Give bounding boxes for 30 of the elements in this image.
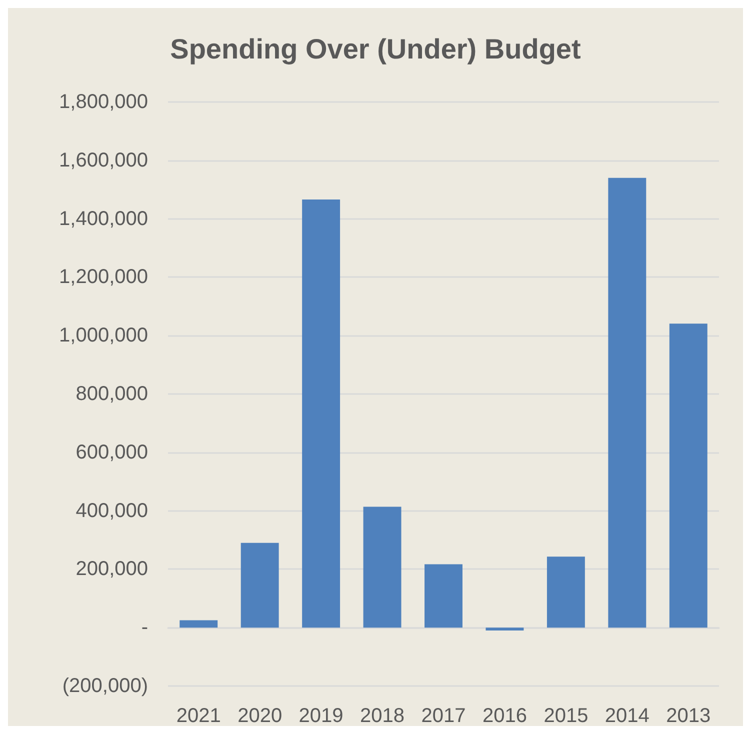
x-tick-label: 2014 <box>604 705 650 727</box>
y-tick-label: 200,000 <box>76 558 148 580</box>
y-tick-label: 800,000 <box>76 383 148 405</box>
y-tick-label: 1,600,000 <box>59 149 148 172</box>
bar <box>180 620 218 628</box>
x-tick-label: 2020 <box>238 705 282 727</box>
bar <box>424 564 462 628</box>
bar <box>363 506 402 628</box>
y-tick-label: 1,200,000 <box>59 266 148 288</box>
bar <box>302 200 340 628</box>
x-tick-label: 2015 <box>544 705 588 727</box>
bar <box>546 556 585 628</box>
y-tick-label: - <box>141 616 148 639</box>
x-tick-label: 2013 <box>666 705 711 727</box>
bar <box>608 178 646 628</box>
bar <box>669 324 708 628</box>
chart-title: Spending Over (Under) Budget <box>170 34 581 64</box>
y-tick-label: (200,000) <box>62 675 148 697</box>
y-tick-label: 1,400,000 <box>59 208 148 230</box>
y-tick-label: 1,800,000 <box>59 91 148 113</box>
y-tick-label: 400,000 <box>76 500 148 522</box>
x-tick-label: 2017 <box>421 705 466 727</box>
x-tick-label: 2021 <box>176 705 221 727</box>
x-tick-label: 2016 <box>482 705 527 727</box>
x-tick-label: 2018 <box>360 705 405 727</box>
x-tick-label: 2019 <box>298 705 344 727</box>
bar <box>486 628 524 631</box>
y-tick-label: 1,000,000 <box>59 324 148 347</box>
bar <box>240 542 279 628</box>
y-tick-label: 600,000 <box>76 441 148 464</box>
